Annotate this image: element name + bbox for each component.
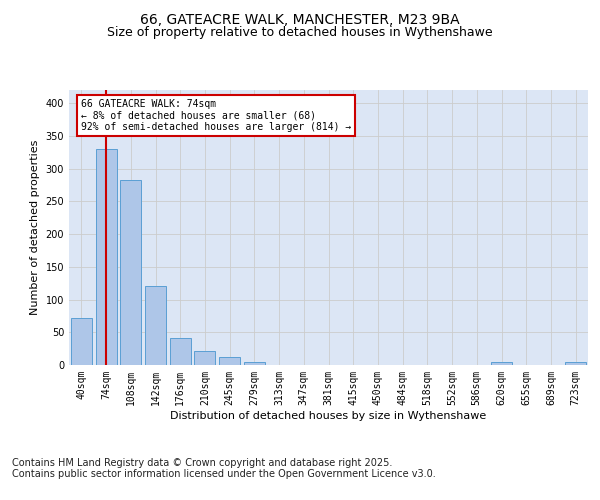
Text: Size of property relative to detached houses in Wythenshawe: Size of property relative to detached ho… — [107, 26, 493, 39]
Bar — [194, 350, 215, 365]
Bar — [244, 362, 265, 365]
X-axis label: Distribution of detached houses by size in Wythenshawe: Distribution of detached houses by size … — [170, 410, 487, 420]
Bar — [71, 318, 92, 365]
Bar — [95, 149, 116, 365]
Bar — [170, 338, 191, 365]
Bar — [219, 357, 240, 365]
Bar — [120, 180, 141, 365]
Text: 66 GATEACRE WALK: 74sqm
← 8% of detached houses are smaller (68)
92% of semi-det: 66 GATEACRE WALK: 74sqm ← 8% of detached… — [82, 98, 352, 132]
Bar — [145, 286, 166, 365]
Text: 66, GATEACRE WALK, MANCHESTER, M23 9BA: 66, GATEACRE WALK, MANCHESTER, M23 9BA — [140, 12, 460, 26]
Text: Contains HM Land Registry data © Crown copyright and database right 2025.
Contai: Contains HM Land Registry data © Crown c… — [12, 458, 436, 479]
Bar — [491, 362, 512, 365]
Bar — [565, 362, 586, 365]
Y-axis label: Number of detached properties: Number of detached properties — [30, 140, 40, 315]
